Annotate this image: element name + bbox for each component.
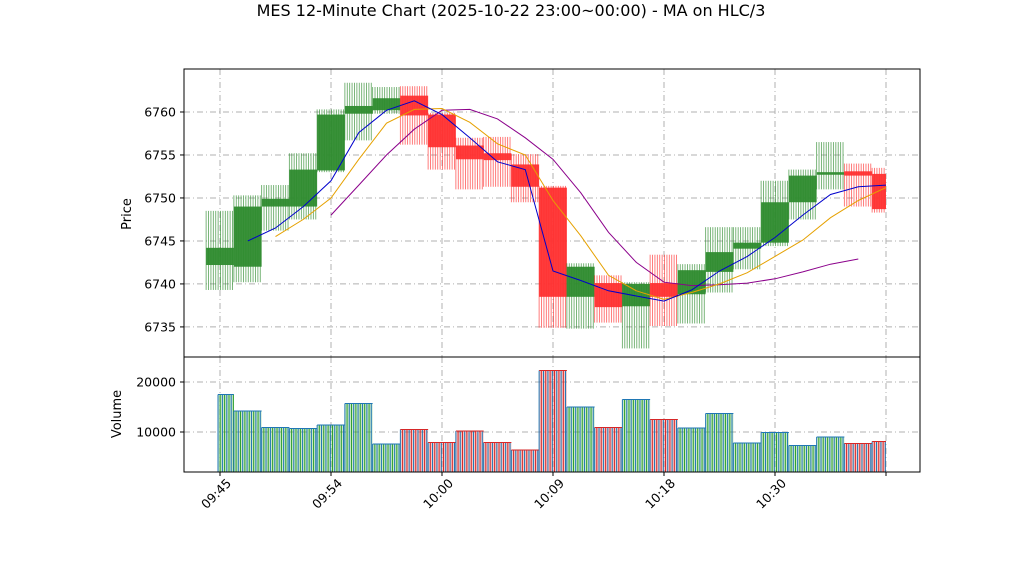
candle-body — [622, 283, 651, 307]
ma-fast-line — [247, 100, 887, 302]
candle-body — [483, 153, 512, 161]
price-tick-label: 6755 — [144, 147, 176, 162]
price-y-ticks: 6735 6740 6745 6750 6755 6760 — [144, 104, 184, 334]
price-tick-label: 6750 — [144, 190, 176, 205]
chart-title: MES 12-Minute Chart (2025-10-22 23:00~00… — [257, 1, 766, 20]
candle-body — [733, 242, 762, 249]
x-tick-label: 10:30 — [753, 475, 789, 511]
volume-tick-label: 20000 — [136, 375, 176, 390]
candle-body — [206, 247, 234, 266]
volume-axis-label: Volume — [110, 390, 125, 438]
candle-body — [511, 164, 540, 187]
candle-body — [816, 172, 845, 175]
x-tick-label: 10:00 — [420, 475, 456, 511]
volume-panel-frame — [183, 356, 921, 473]
x-ticks: 09:45 09:54 10:00 10:09 10:18 10:30 — [198, 472, 887, 512]
x-tick-label: 09:45 — [198, 476, 234, 512]
candle-body — [344, 105, 373, 114]
candle-body — [788, 175, 817, 203]
price-axis-label: Price — [120, 198, 135, 230]
x-tick-label: 10:09 — [531, 475, 567, 511]
candle-body — [289, 169, 318, 207]
candle-body — [566, 266, 595, 297]
x-tick-label: 09:54 — [309, 475, 345, 511]
candle-body — [372, 98, 401, 111]
candle-body — [872, 173, 886, 210]
price-tick-label: 6735 — [144, 319, 176, 334]
price-tick-label: 6740 — [144, 276, 176, 291]
price-tick-label: 6760 — [144, 104, 176, 119]
candle-body — [844, 171, 873, 176]
volume-y-ticks: 10000 20000 — [136, 375, 184, 440]
ma-lines — [247, 100, 887, 302]
volume-bars — [217, 370, 886, 472]
candle-body — [428, 114, 456, 148]
candle-body — [455, 145, 484, 160]
candle-body — [650, 283, 678, 297]
ma-mid-line — [275, 107, 887, 300]
candle-body — [539, 187, 567, 297]
candles — [205, 82, 886, 349]
candle-body — [261, 198, 290, 207]
candle-body — [761, 202, 789, 243]
candle-body — [677, 270, 706, 295]
ma-slow-line — [330, 108, 859, 287]
candle-body — [705, 252, 734, 272]
candle-body — [400, 95, 429, 116]
price-grid — [184, 69, 920, 357]
volume-tick-label: 10000 — [136, 425, 176, 440]
candle-body — [317, 114, 345, 171]
price-tick-label: 6745 — [144, 233, 176, 248]
x-tick-label: 10:18 — [642, 475, 678, 511]
